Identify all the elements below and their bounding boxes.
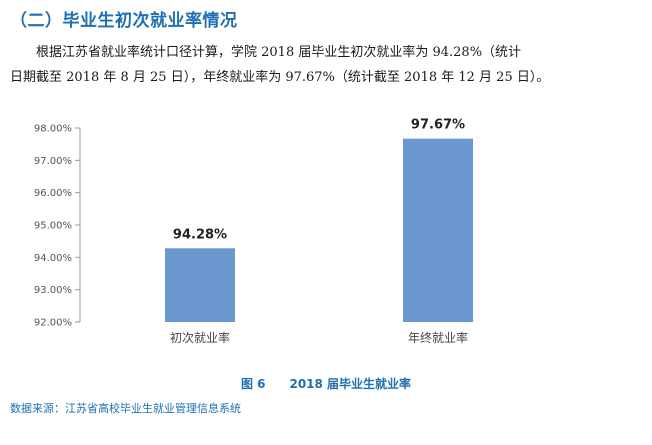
bar <box>403 138 473 322</box>
data-source-note: 数据来源：江苏省高校毕业生就业管理信息系统 <box>10 402 241 415</box>
data-labels: 94.28% 97.67% <box>173 118 465 243</box>
x-tick-label: 年终就业率 <box>408 330 468 345</box>
employment-rate-bar-chart: 92.00% 93.00% 94.00% 95.00% 96.00% 97.00% 98.0… <box>34 118 473 345</box>
y-tick-label: 92.00% <box>34 318 72 329</box>
summary-paragraph: 根据江苏省就业率统计口径计算，学院 2018 届毕业生初次就业率为 94.28%… <box>10 40 640 90</box>
y-tick-label: 94.00% <box>34 253 72 264</box>
bar-value-label: 94.28% <box>173 227 227 242</box>
y-tick-label: 95.00% <box>34 221 72 232</box>
bar <box>165 248 235 322</box>
y-tick-label: 97.00% <box>34 156 72 167</box>
section-heading: （二）毕业生初次就业率情况 <box>10 11 238 31</box>
y-axis: 92.00% 93.00% 94.00% 95.00% 96.00% 97.00% 98.0… <box>34 124 81 329</box>
x-axis-labels: 初次就业率 年终就业率 <box>170 330 468 345</box>
bar-value-label: 97.67% <box>411 118 465 133</box>
x-tick-label: 初次就业率 <box>170 330 230 345</box>
y-tick-label: 96.00% <box>34 188 72 199</box>
y-tick-label: 98.00% <box>34 124 72 135</box>
paragraph-line-1-text: 根据江苏省就业率统计口径计算，学院 2018 届毕业生初次就业率为 94.28%… <box>36 45 522 60</box>
y-tick-label: 93.00% <box>34 285 72 296</box>
paragraph-line-1: 根据江苏省就业率统计口径计算，学院 2018 届毕业生初次就业率为 94.28%… <box>10 40 640 65</box>
figure-caption: 图 6 2018 届毕业生就业率 <box>240 377 412 391</box>
paragraph-line-2: 日期截至 2018 年 8 月 25 日），年终就业率为 97.67%（统计截至… <box>10 70 550 85</box>
bars <box>165 138 473 322</box>
